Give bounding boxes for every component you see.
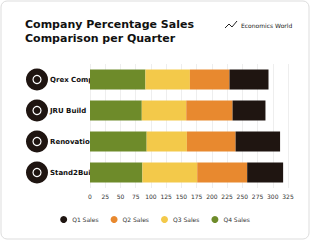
svg-text:200: 200: [206, 193, 218, 200]
svg-text:25: 25: [101, 193, 109, 200]
svg-text:275: 275: [252, 193, 264, 200]
svg-text:Stand2Build: Stand2Build: [50, 168, 99, 177]
svg-text:75: 75: [132, 193, 140, 200]
svg-text:Comparison per Quarter: Comparison per Quarter: [25, 32, 176, 45]
svg-text:Company Percentage Sales: Company Percentage Sales: [25, 18, 198, 31]
svg-text:175: 175: [191, 193, 203, 200]
svg-text:0: 0: [88, 193, 92, 200]
svg-text:100: 100: [145, 193, 157, 200]
svg-text:225: 225: [221, 193, 233, 200]
svg-text:Qrex Company: Qrex Company: [50, 75, 108, 84]
svg-text:Q1 Sales: Q1 Sales: [72, 216, 98, 223]
svg-text:50: 50: [117, 193, 125, 200]
svg-text:JRU Build: JRU Build: [49, 107, 86, 115]
svg-text:Q3 Sales: Q3 Sales: [173, 216, 199, 223]
svg-text:250: 250: [237, 193, 249, 200]
svg-text:325: 325: [282, 193, 294, 200]
svg-text:Q4 Sales: Q4 Sales: [223, 216, 249, 223]
svg-text:Q2 Sales: Q2 Sales: [123, 216, 149, 223]
svg-text:300: 300: [267, 193, 279, 200]
svg-text:RenovationZ: RenovationZ: [50, 137, 100, 146]
svg-text:150: 150: [176, 193, 188, 200]
svg-text:Economics World: Economics World: [241, 22, 292, 29]
svg-text:125: 125: [160, 193, 172, 200]
